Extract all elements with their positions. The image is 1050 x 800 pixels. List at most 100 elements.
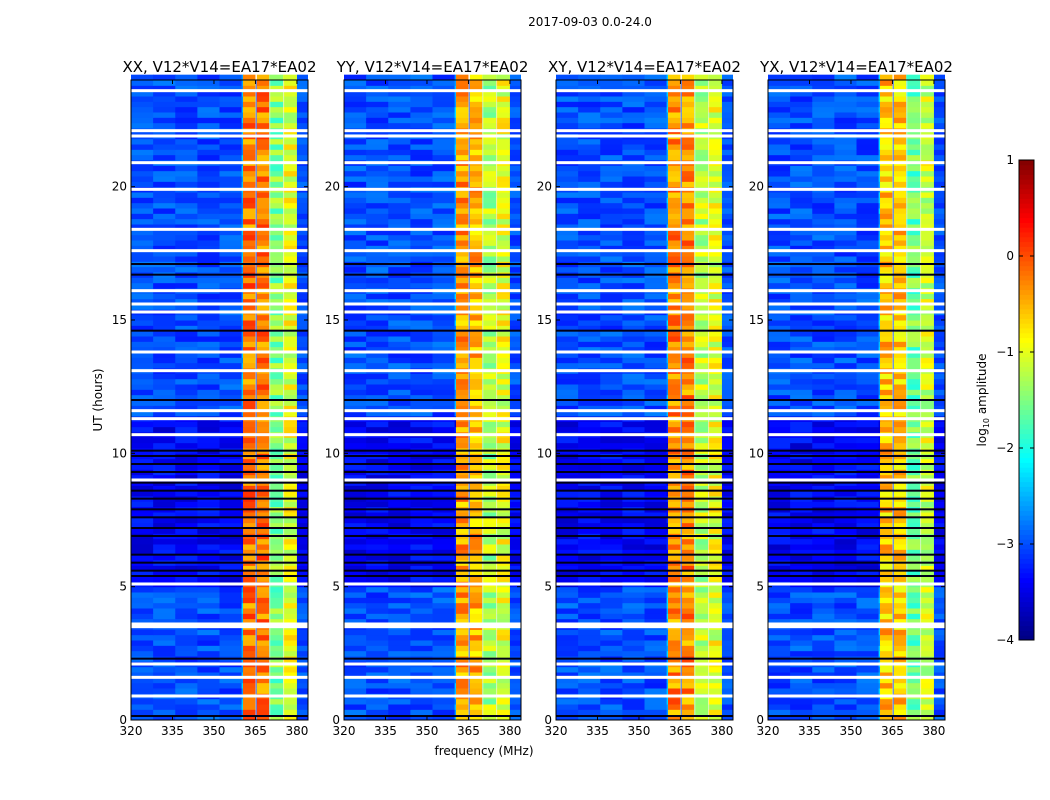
heatmap-cell	[344, 602, 367, 609]
heatmap-cell	[694, 101, 709, 108]
heatmap-cell	[456, 389, 469, 396]
heatmap-cell	[496, 336, 510, 342]
heatmap-cell	[241, 138, 244, 145]
heatmap-cell	[668, 85, 681, 92]
heatmap-cell	[131, 421, 154, 428]
heatmap-cell	[920, 410, 934, 417]
heatmap-cell	[469, 293, 483, 300]
heatmap-cell	[622, 528, 645, 534]
heatmap-cell	[556, 240, 579, 246]
heatmap-cell	[197, 688, 220, 694]
heatmap-cell	[790, 485, 813, 492]
heatmap-cell	[197, 112, 220, 118]
heatmap-cell	[283, 320, 297, 326]
heatmap-cell	[243, 192, 256, 198]
heatmap-cell	[197, 528, 220, 534]
heatmap-cell	[694, 565, 709, 572]
heatmap-cell	[283, 352, 297, 358]
heatmap-cell	[410, 410, 433, 417]
heatmap-cell	[197, 394, 220, 401]
heatmap-cell	[219, 229, 243, 236]
heatmap-cell	[469, 330, 483, 337]
heatmap-cell	[878, 378, 881, 385]
heatmap-cell	[880, 538, 893, 545]
heatmap-cell	[456, 298, 469, 305]
heatmap-cell	[834, 421, 857, 428]
heatmap-cell	[880, 490, 893, 497]
heatmap-cell	[906, 437, 921, 444]
heatmap-cell	[283, 218, 297, 225]
heatmap-cell	[668, 314, 681, 321]
heatmap-cell	[834, 517, 857, 524]
heatmap-cell	[578, 501, 601, 508]
heatmap-cell	[708, 458, 722, 465]
flagged-row	[556, 302, 733, 306]
heatmap-cell	[469, 405, 483, 412]
heatmap-cell	[241, 688, 244, 694]
heatmap-cell	[878, 490, 881, 497]
heatmap-cell	[768, 394, 791, 401]
heatmap-cell	[241, 565, 244, 572]
heatmap-cell	[790, 400, 813, 406]
heatmap-cell	[496, 176, 510, 182]
heatmap-cell	[920, 512, 934, 518]
heatmap-cell	[410, 245, 433, 252]
heatmap-cell	[622, 437, 645, 444]
heatmap-cell	[933, 677, 945, 684]
heatmap-cell	[681, 85, 695, 92]
heatmap-cell	[644, 490, 668, 497]
heatmap-cell	[933, 554, 945, 561]
heatmap-cell	[681, 240, 695, 246]
heatmap-cell	[878, 437, 881, 444]
heatmap-cell	[668, 629, 681, 636]
heatmap-cell	[366, 330, 389, 337]
heatmap-cell	[878, 666, 881, 673]
heatmap-cell	[269, 170, 284, 177]
heatmap-cell	[456, 629, 469, 636]
heatmap-cell	[681, 645, 695, 652]
heatmap-cell	[256, 597, 270, 604]
heatmap-cell	[366, 592, 389, 598]
heatmap-cell	[666, 213, 669, 220]
heatmap-cell	[153, 640, 176, 646]
heatmap-cell	[256, 464, 270, 470]
heatmap-cell	[644, 522, 668, 529]
flagged-dark-row	[344, 569, 521, 572]
heatmap-cell	[622, 634, 645, 641]
heatmap-cell	[269, 213, 284, 220]
heatmap-cell	[721, 352, 733, 358]
heatmap-cell	[509, 234, 521, 241]
heatmap-cell	[175, 608, 198, 614]
heatmap-cell	[410, 277, 433, 284]
heatmap-cell	[600, 618, 623, 625]
heatmap-cell	[721, 176, 733, 182]
heatmap-cell	[509, 314, 521, 321]
heatmap-cell	[482, 277, 497, 284]
heatmap-cell	[644, 608, 668, 614]
heatmap-cell	[721, 96, 733, 102]
heatmap-cell	[906, 512, 921, 518]
heatmap-cell	[388, 314, 411, 321]
heatmap-cell	[243, 138, 256, 145]
heatmap-cell	[600, 522, 623, 529]
heatmap-cell	[432, 346, 456, 353]
heatmap-cell	[153, 208, 176, 214]
heatmap-cell	[241, 458, 244, 465]
heatmap-cell	[197, 298, 220, 305]
heatmap-cell	[496, 330, 510, 337]
heatmap-cell	[834, 389, 857, 396]
heatmap-cell	[681, 698, 695, 705]
heatmap-cell	[578, 357, 601, 364]
heatmap-cell	[243, 250, 256, 257]
heatmap-cell	[344, 112, 367, 118]
heatmap-cell	[283, 80, 297, 86]
heatmap-cell	[666, 293, 669, 300]
heatmap-cell	[644, 576, 668, 582]
heatmap-cell	[197, 96, 220, 102]
heatmap-cell	[893, 410, 907, 417]
heatmap-cell	[296, 458, 308, 465]
heatmap-cell	[578, 138, 601, 145]
heatmap-cell	[344, 640, 367, 646]
heatmap-cell	[666, 597, 669, 604]
heatmap-cell	[131, 192, 154, 198]
